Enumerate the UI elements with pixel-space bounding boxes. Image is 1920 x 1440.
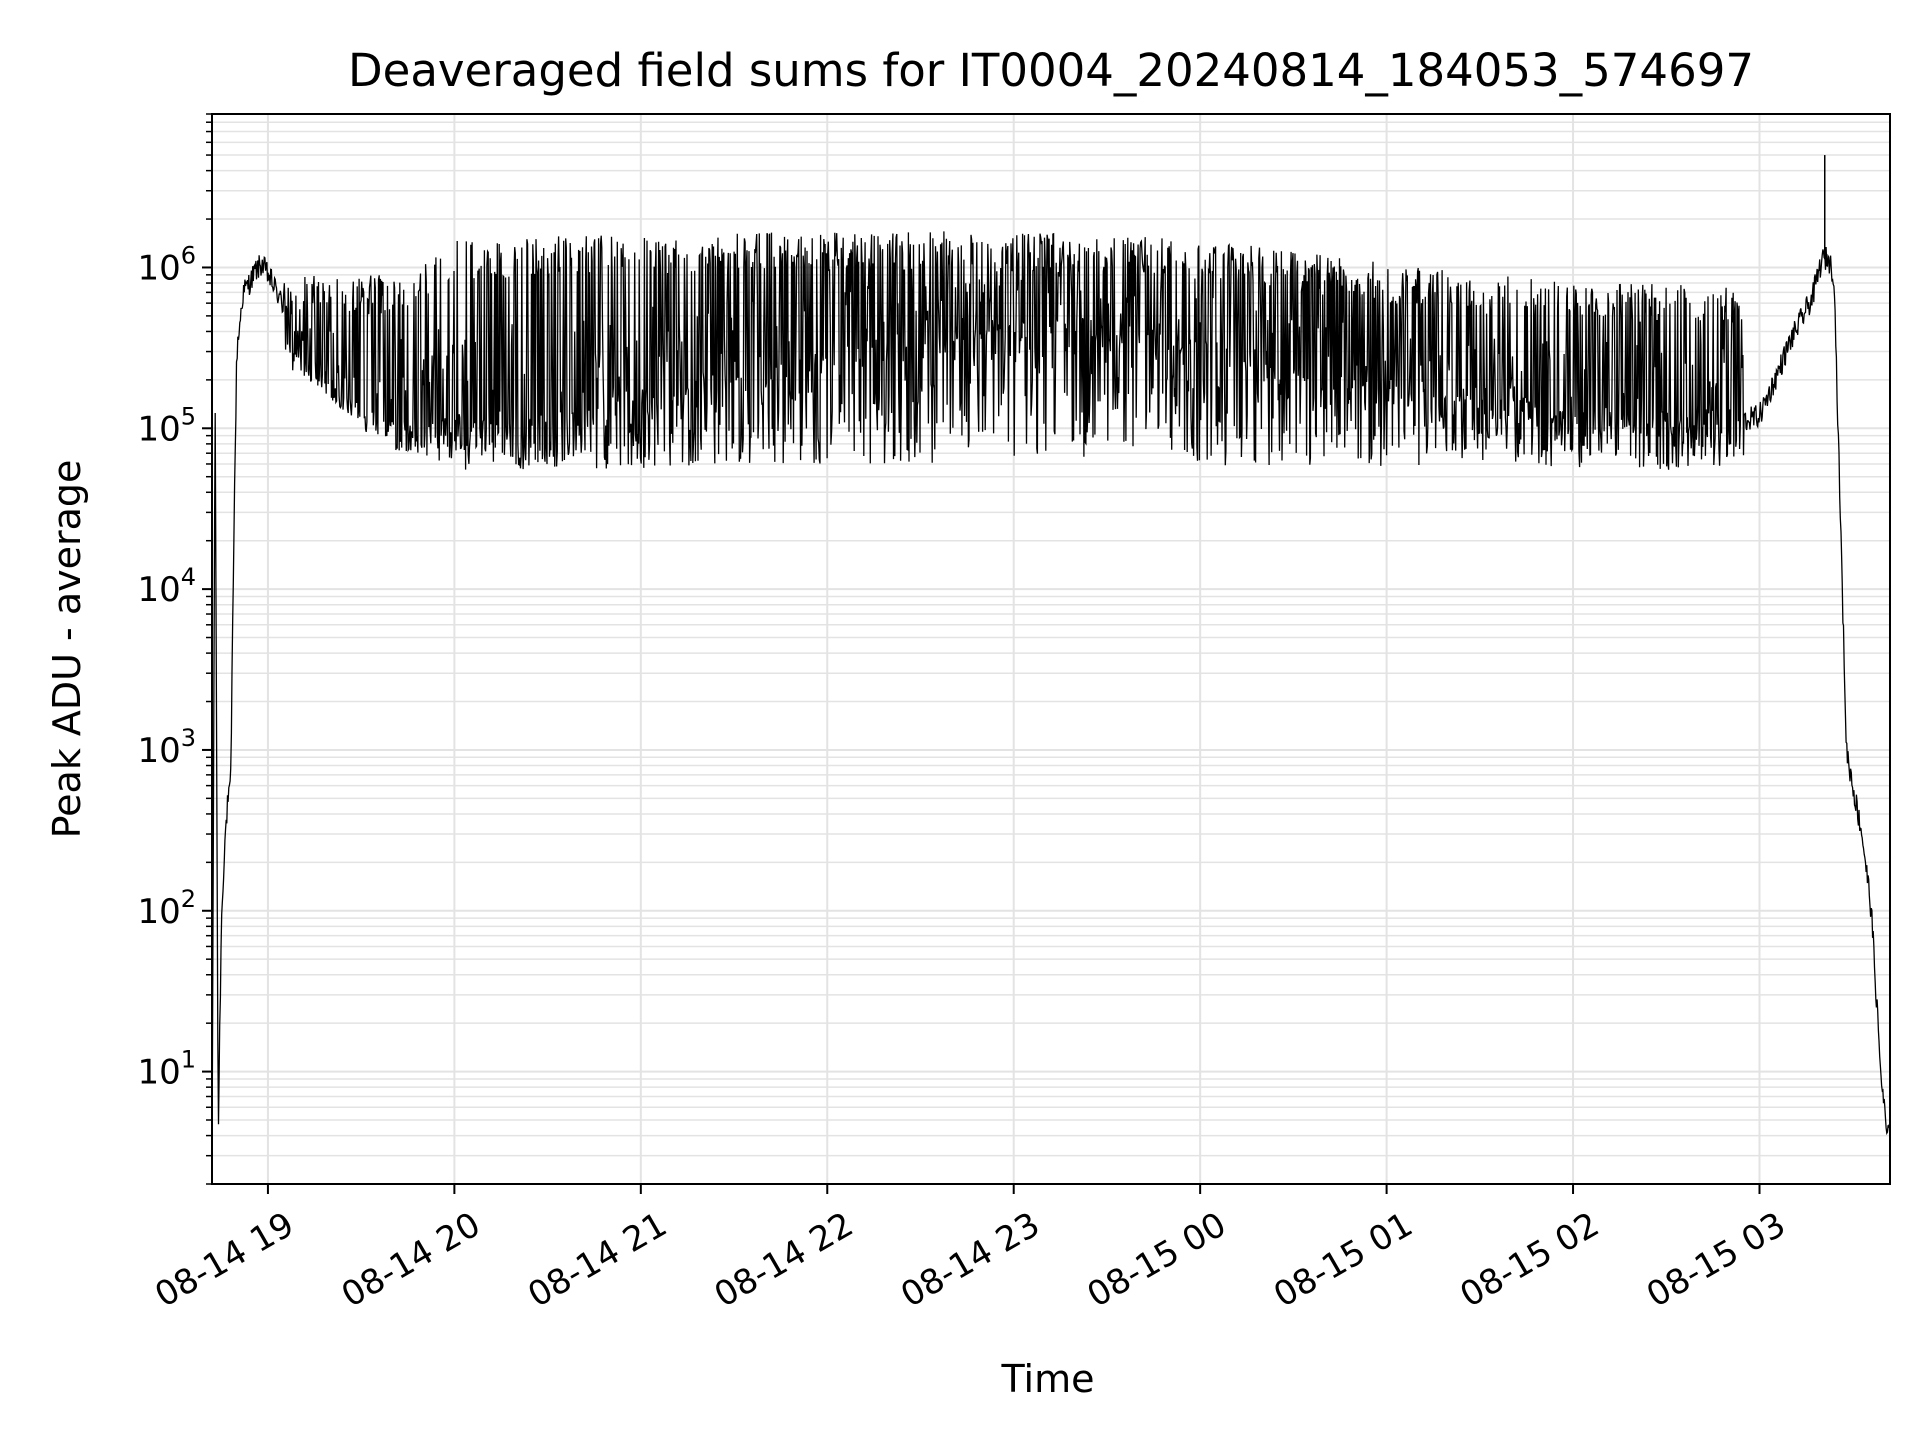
grid [212, 113, 1890, 1185]
y-tick-label: 105 [137, 402, 196, 449]
chart-title: Deaveraged field sums for IT0004_2024081… [348, 44, 1754, 97]
plot-frame [211, 113, 1891, 1185]
data-series [211, 155, 1891, 1174]
y-tick-label: 106 [137, 241, 196, 288]
y-tick-label: 102 [137, 885, 196, 932]
x-axis-label: Time [1001, 1357, 1095, 1401]
y-tick-label: 103 [137, 724, 196, 771]
series-line [211, 231, 1891, 1174]
y-tick-label: 104 [137, 563, 196, 610]
y-axis-label: Peak ADU - average [45, 460, 89, 839]
y-tick-label: 101 [137, 1046, 196, 1093]
y-axis: 101 102 103 104 105 106 [137, 113, 212, 1185]
